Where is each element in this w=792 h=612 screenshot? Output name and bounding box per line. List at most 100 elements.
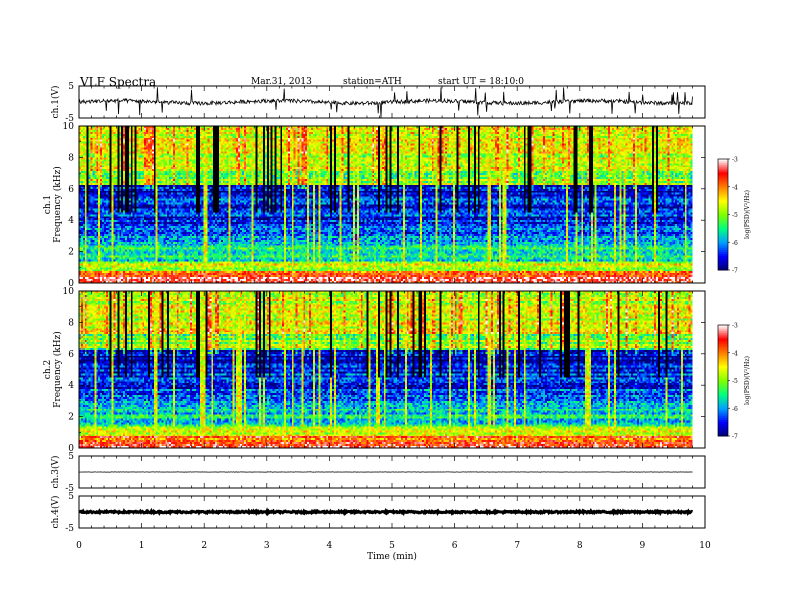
colorbar-swatch bbox=[718, 410, 728, 413]
colorbar-swatch bbox=[718, 397, 728, 400]
colorbar-swatch bbox=[718, 166, 728, 169]
y-tick-label: 4 bbox=[68, 381, 74, 391]
colorbar-label: log(PSD)(V²/Hz) bbox=[744, 356, 751, 405]
x-tick-label: 0 bbox=[76, 541, 82, 551]
colorbar-swatch bbox=[718, 367, 728, 370]
colorbar-swatch bbox=[718, 341, 728, 344]
ylabel-channel: ch.2 bbox=[43, 360, 53, 379]
y-tick-label: 0 bbox=[68, 444, 74, 454]
colorbar-swatch bbox=[718, 365, 728, 369]
colorbar-swatch bbox=[718, 203, 728, 206]
ch1-colorbar: -3 -4 -5 -6 -7 log(PSD)(V²/Hz) bbox=[717, 157, 751, 275]
colorbar-swatch bbox=[718, 184, 728, 188]
colorbar-swatch bbox=[718, 240, 728, 243]
colorbar-swatch bbox=[718, 164, 728, 167]
colorbar-swatch bbox=[718, 386, 728, 389]
colorbar-swatch bbox=[718, 245, 728, 249]
colorbar-swatch bbox=[718, 234, 728, 238]
colorbar-swatch bbox=[718, 373, 728, 376]
colorbar-swatch bbox=[718, 408, 728, 411]
colorbar-swatch bbox=[718, 208, 728, 212]
colorbar-swatch bbox=[718, 264, 728, 267]
colorbar-swatch bbox=[718, 380, 728, 383]
colorbar-swatch bbox=[718, 347, 728, 350]
ch4-waveform-axes: 5 -5 ch.4(V) bbox=[50, 492, 706, 534]
colorbar-swatch bbox=[718, 266, 728, 269]
colorbar-swatch bbox=[718, 428, 728, 431]
colorbar-swatch bbox=[718, 434, 728, 437]
colorbar-swatch bbox=[718, 328, 728, 332]
colorbar-tick-label: -7 bbox=[732, 268, 738, 275]
colorbar-tick-label: -6 bbox=[732, 406, 738, 413]
colorbar-swatch bbox=[718, 360, 728, 363]
colorbar-swatch bbox=[718, 258, 728, 262]
colorbar-swatch bbox=[718, 354, 728, 357]
colorbar-swatch bbox=[718, 393, 728, 396]
y-tick-label: 6 bbox=[68, 350, 74, 360]
colorbar-swatch bbox=[718, 171, 728, 175]
colorbar-swatch bbox=[718, 160, 728, 164]
colorbar-swatch bbox=[718, 221, 728, 225]
colorbar-tick-label: -7 bbox=[732, 434, 738, 441]
colorbar-swatch bbox=[718, 391, 728, 394]
colorbar-swatch bbox=[718, 426, 728, 430]
colorbar-swatch bbox=[718, 199, 728, 203]
colorbar-swatch bbox=[718, 216, 728, 219]
ch1-spectrogram-ylabel: ch.1Frequency (kHz) bbox=[43, 166, 63, 243]
colorbar-swatch bbox=[718, 231, 728, 234]
colorbar-swatch bbox=[718, 218, 728, 221]
ch1-spectrogram-raster bbox=[79, 126, 693, 283]
y-tick-label: 2 bbox=[68, 413, 74, 423]
colorbar-swatch bbox=[718, 337, 728, 341]
colorbar-swatch bbox=[718, 363, 728, 367]
colorbar-swatch bbox=[718, 417, 728, 420]
ch3-waveform-ylabel: ch.3(V) bbox=[50, 456, 61, 489]
colorbar-swatch bbox=[718, 247, 728, 251]
colorbar-swatch bbox=[718, 413, 728, 417]
y-tick-label: 0 bbox=[68, 279, 74, 289]
colorbar-swatch bbox=[718, 384, 728, 387]
station-label: station=ATH bbox=[343, 77, 402, 87]
colorbar-swatch bbox=[718, 236, 728, 240]
colorbar-swatch bbox=[718, 188, 728, 191]
y-tick-label: 5 bbox=[68, 452, 74, 462]
colorbar-swatch bbox=[718, 378, 728, 381]
colorbar-swatch bbox=[718, 207, 728, 210]
colorbar-swatch bbox=[718, 334, 728, 337]
colorbar-swatch bbox=[718, 260, 728, 264]
ch3-waveform-axes: 5 -5 ch.3(V) bbox=[50, 452, 706, 494]
ylabel-channel: ch.1 bbox=[43, 195, 53, 214]
y-tick-label: 5 bbox=[68, 82, 74, 92]
colorbar-swatch bbox=[718, 183, 728, 186]
ch1-waveform-ylabel: ch.1(V) bbox=[50, 86, 61, 119]
colorbar-swatch bbox=[718, 350, 728, 354]
colorbar-swatch bbox=[718, 220, 728, 223]
colorbar-swatch bbox=[718, 225, 728, 228]
x-tick-label: 10 bbox=[699, 541, 711, 551]
colorbar-swatch bbox=[718, 395, 728, 398]
x-tick-label: 2 bbox=[201, 541, 207, 551]
colorbar-swatch bbox=[718, 356, 728, 359]
colorbar-swatch bbox=[718, 411, 728, 415]
y-tick-label: 8 bbox=[68, 153, 74, 163]
colorbar-swatch bbox=[718, 404, 728, 407]
colorbar-swatch bbox=[718, 186, 728, 190]
y-tick-label: 8 bbox=[68, 318, 74, 328]
colorbar-swatch bbox=[718, 421, 728, 424]
colorbar-swatch bbox=[718, 201, 728, 204]
colorbar-swatch bbox=[718, 336, 728, 339]
colorbar-swatch bbox=[718, 190, 728, 193]
colorbar-swatch bbox=[718, 262, 728, 265]
colorbar-swatch bbox=[718, 229, 728, 232]
ch1-spectrogram-axes: 0 2 4 6 8 10 ch.1Frequency (kHz) bbox=[43, 122, 706, 289]
colorbar-swatch bbox=[718, 233, 728, 236]
y-tick-label: 5 bbox=[68, 492, 74, 502]
colorbar-swatch bbox=[718, 249, 728, 252]
colorbar-swatch bbox=[718, 326, 728, 330]
colorbar-swatch bbox=[718, 214, 728, 217]
colorbar-tick-label: -5 bbox=[732, 212, 738, 219]
date-label: Mar.31, 2013 bbox=[251, 77, 312, 87]
colorbar-swatch bbox=[718, 177, 728, 180]
colorbar-tick-label: -5 bbox=[732, 378, 738, 385]
colorbar-swatch bbox=[718, 352, 728, 356]
